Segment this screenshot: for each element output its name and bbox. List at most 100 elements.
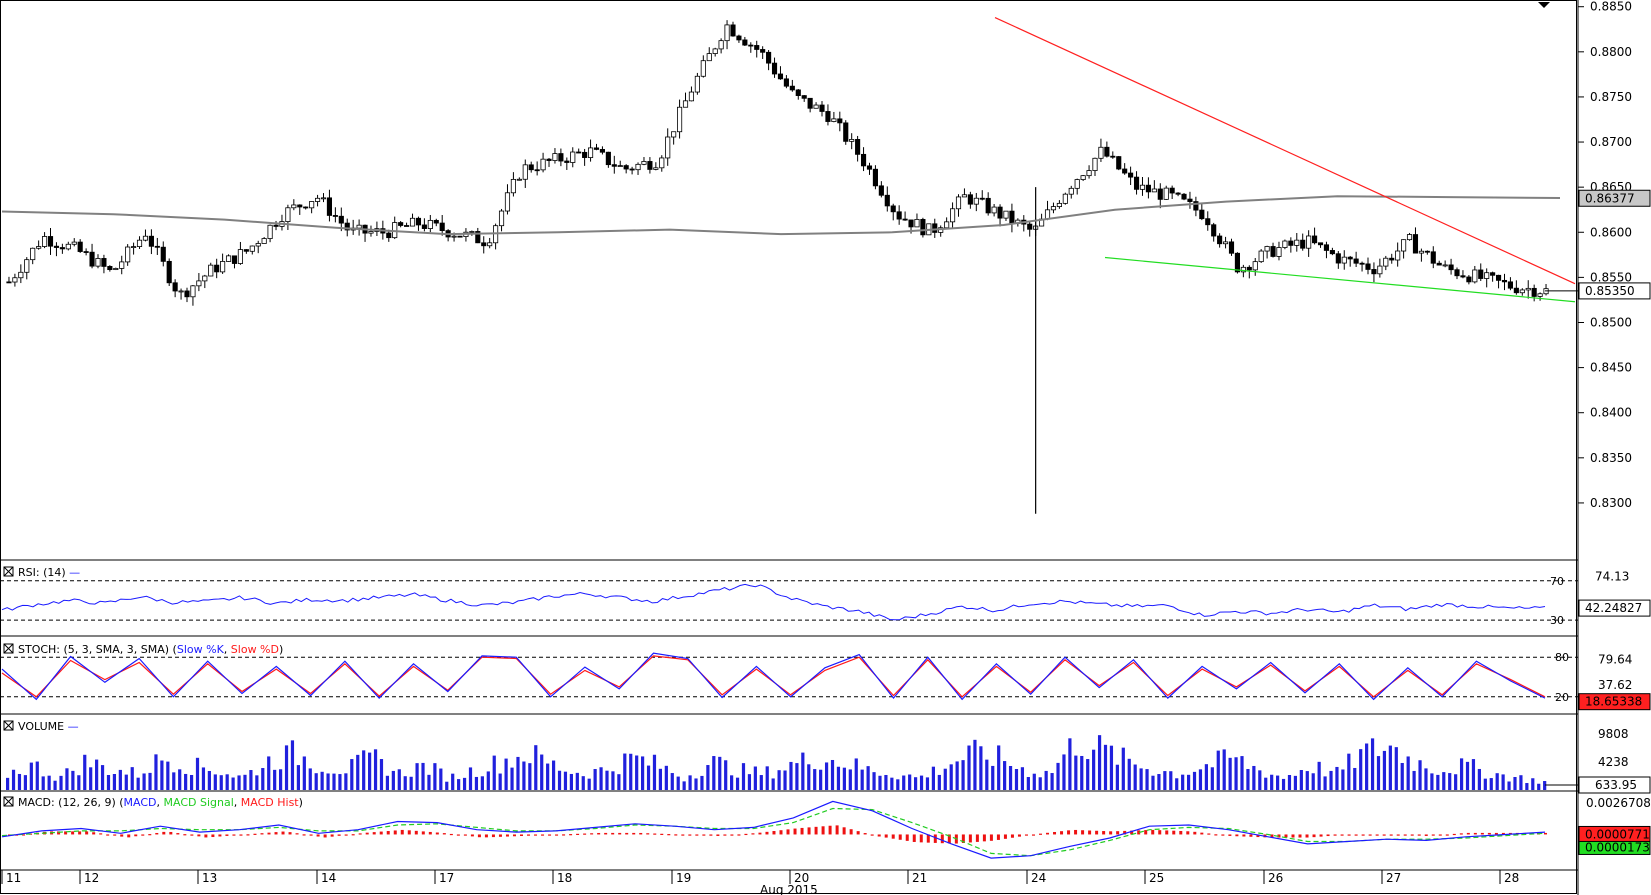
candle-body [1395,250,1401,261]
volume-bar [17,773,22,790]
time-tick-label: 28 [1504,871,1519,885]
volume-bar [350,759,354,790]
volume-bar [599,767,603,790]
volume-bar [813,769,817,790]
macd-hist-bar [183,834,187,836]
volume-bar [1014,769,1019,790]
volume-bar [1418,760,1422,790]
volume-bar [587,778,591,790]
volume-bar [249,770,253,790]
macd-hist-bar [239,834,243,836]
macd-hist-bar [1333,834,1337,836]
candle-body [896,211,902,220]
volume-bar [967,745,971,790]
time-tick-label: 20 [794,871,809,885]
volume-bar [1537,783,1541,790]
volume-bar [1186,774,1191,790]
volume-bar [231,777,235,790]
time-tick-label: 12 [84,871,99,885]
macd-hist-bar [576,833,580,836]
volume-bar [789,761,793,790]
volume-bar [53,780,57,790]
volume-bar [641,756,645,790]
macd-hist-bar [1193,831,1197,835]
volume-bar [1412,770,1416,790]
macd-hist-bar [982,834,986,842]
candle-body [1080,175,1086,180]
candle-body [967,194,973,205]
macd-hist-bar [919,834,923,843]
candle-body [582,151,588,158]
candle-body [131,246,137,248]
candle-body [611,164,617,167]
volume-bar [338,774,342,790]
volume-bar [302,756,306,790]
candle-body [42,236,48,247]
macd-hist-bar [358,833,362,835]
volume-bar [652,754,657,790]
volume-bar [451,773,455,790]
volume-bar [961,760,965,790]
macd-hist-bar [120,834,124,837]
macd-hist-bar [1053,831,1057,835]
volume-bar [902,775,906,790]
stoch-current-box [1578,693,1651,711]
volume-bar [1471,759,1476,790]
candle-body [659,157,665,169]
volume-bar [824,762,829,790]
candle-body [682,100,689,108]
candle-body [546,158,552,161]
volume-bar [735,777,740,790]
candle-body [1430,251,1436,264]
macd-current-label: 0.0000173 [1585,840,1650,854]
candle-body [831,118,837,122]
rsi-panel: 70 30 74.13 42.24827 [0,570,1651,637]
volume-bar [397,769,401,790]
volume-bar [658,768,663,790]
volume-bar [385,775,390,790]
volume-bar [1293,775,1298,790]
volume-bar [1353,767,1357,790]
candle-body [724,24,730,42]
volume-bar [1240,756,1244,790]
candle-body [1252,261,1258,271]
candle-body [617,165,623,167]
candle-body [178,290,184,293]
time-tick-label: 19 [676,871,691,885]
macd-signal-line [1,807,1546,857]
macd-hist-bar [723,834,727,836]
candle-body [587,147,594,158]
macd-hist-bar [78,831,82,835]
volume-bar [1133,764,1137,790]
macd-hist-bar [751,833,755,835]
candle-body [1199,209,1205,220]
candle-body [1478,269,1484,279]
candle-body [24,259,30,273]
volume-bar [1359,749,1363,790]
volume-bar [1044,770,1048,790]
candle-body [665,136,671,159]
candle-body [718,40,724,50]
macd-hist-bar [1207,833,1211,835]
macd-hist-bar [527,834,531,836]
stoch-current-label: 18.65338 [1585,695,1642,709]
candle-body [1519,289,1525,294]
candle-body [540,158,546,171]
macd-hist-bar [611,832,615,835]
candle-body [712,48,718,54]
volume-bar [1448,773,1452,790]
macd-hist-bar [1347,834,1351,836]
candle-body [220,261,226,273]
macd-hist-bar [260,833,264,835]
candle-body [564,160,570,163]
candle-body [214,264,220,273]
volume-bar [148,772,152,790]
candle-body [415,217,422,226]
macd-hist-bar [1291,834,1295,838]
candle-body [421,224,427,229]
volume-bar [1068,738,1072,790]
candle-body [53,245,60,248]
macd-hist-bar [281,831,285,835]
candle-body [991,206,997,214]
